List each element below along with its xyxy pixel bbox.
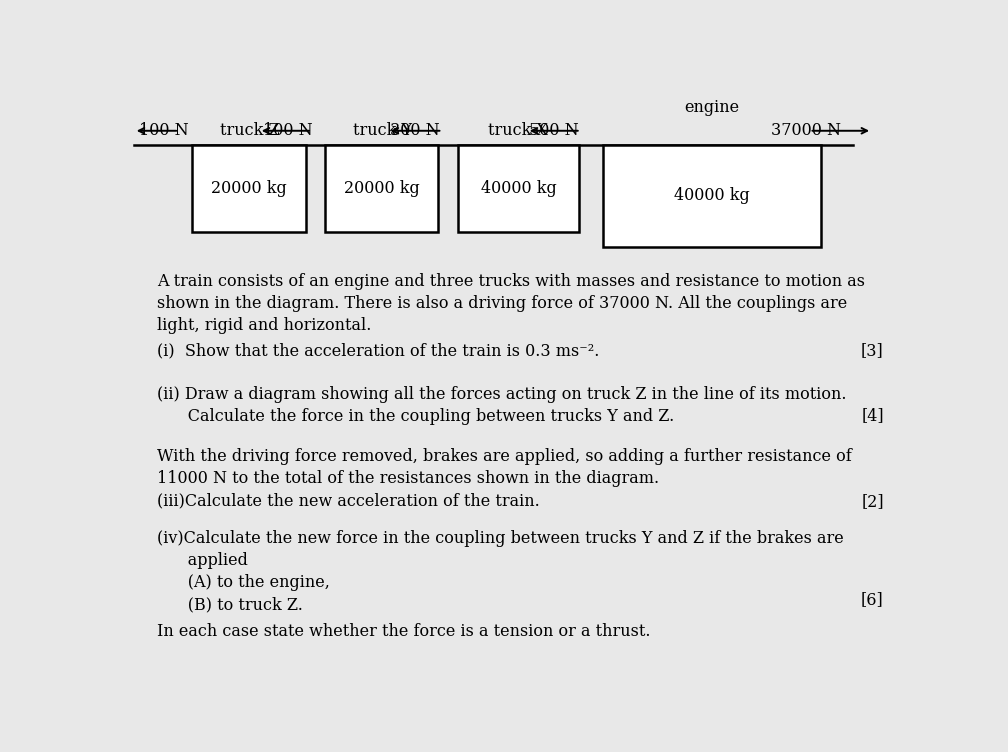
Text: (A) to the engine,: (A) to the engine, [157,575,331,591]
Text: 20000 kg: 20000 kg [211,180,287,197]
Text: With the driving force removed, brakes are applied, so adding a further resistan: With the driving force removed, brakes a… [157,448,852,465]
Text: 20000 kg: 20000 kg [344,180,419,197]
Text: truck Z: truck Z [220,123,279,139]
Text: (i)  Show that the acceleration of the train is 0.3 ms⁻².: (i) Show that the acceleration of the tr… [157,342,600,359]
Text: light, rigid and horizontal.: light, rigid and horizontal. [157,317,372,334]
Text: 100 N: 100 N [263,123,312,139]
Text: applied: applied [157,552,248,569]
Text: 40000 kg: 40000 kg [674,187,750,205]
Text: 40000 kg: 40000 kg [481,180,556,197]
Text: (B) to truck Z.: (B) to truck Z. [157,596,303,614]
Text: [3]: [3] [861,342,884,359]
Text: In each case state whether the force is a tension or a thrust.: In each case state whether the force is … [157,623,651,640]
Text: (iv)Calculate the new force in the coupling between trucks Y and Z if the brakes: (iv)Calculate the new force in the coupl… [157,530,844,547]
Text: truck Y: truck Y [353,123,412,139]
Text: truck X: truck X [488,123,548,139]
Text: 300 N: 300 N [390,123,439,139]
Text: [4]: [4] [861,407,884,424]
Text: 37000 N: 37000 N [771,123,841,139]
Text: 100 N: 100 N [139,123,188,139]
Bar [326,145,438,232]
Text: shown in the diagram. There is also a driving force of 37000 N. All the coupling: shown in the diagram. There is also a dr… [157,295,848,311]
Bar [603,145,822,247]
Text: [2]: [2] [861,493,884,510]
Text: (iii)Calculate the new acceleration of the train.: (iii)Calculate the new acceleration of t… [157,493,540,510]
Text: 500 N: 500 N [529,123,579,139]
Bar [193,145,305,232]
Bar [458,145,579,232]
Text: 11000 N to the total of the resistances shown in the diagram.: 11000 N to the total of the resistances … [157,470,659,487]
Text: A train consists of an engine and three trucks with masses and resistance to mot: A train consists of an engine and three … [157,273,865,290]
Text: Calculate the force in the coupling between trucks Y and Z.: Calculate the force in the coupling betw… [157,408,674,425]
Text: engine: engine [684,99,740,116]
Text: (ii) Draw a diagram showing all the forces acting on truck Z in the line of its : (ii) Draw a diagram showing all the forc… [157,386,847,402]
Text: [6]: [6] [861,591,884,608]
